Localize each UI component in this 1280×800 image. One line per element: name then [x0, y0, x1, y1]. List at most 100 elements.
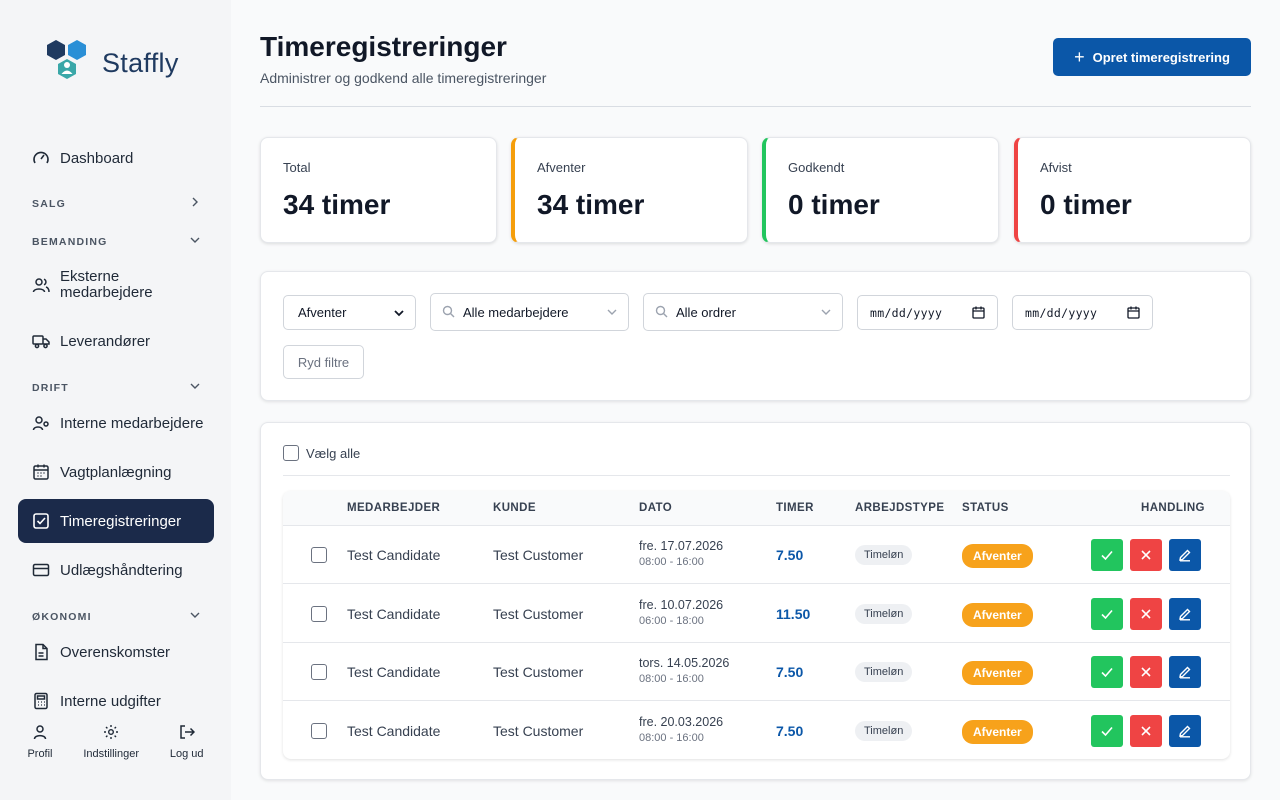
sidebar-item-label: Overenskomster	[60, 643, 171, 661]
sidebar-item-dashboard[interactable]: Dashboard	[18, 136, 214, 180]
order-filter-value: Alle ordrer	[676, 304, 736, 320]
settings-label: Indstillinger	[83, 748, 140, 760]
sidebar-item-udlaegshaandtering[interactable]: Udlægshåndtering	[18, 548, 214, 592]
approve-button[interactable]	[1091, 715, 1123, 747]
table-row[interactable]: Test Candidate Test Customer fre. 17.07.…	[283, 526, 1230, 584]
hours-cell: 7.50	[776, 547, 804, 563]
create-timeregistration-button[interactable]: + Opret timeregistrering	[1053, 38, 1251, 76]
table-row[interactable]: Test Candidate Test Customer fre. 10.07.…	[283, 585, 1230, 643]
customer-cell: Test Customer	[493, 547, 584, 563]
reject-button[interactable]	[1130, 539, 1162, 571]
employee-cell: Test Candidate	[347, 664, 441, 680]
chevron-down-icon	[190, 235, 200, 248]
status-badge: Afventer	[962, 661, 1033, 685]
users-icon	[32, 276, 50, 294]
sidebar-item-label: medarbejdere	[60, 284, 153, 301]
header-divider	[260, 106, 1251, 107]
profile-label: Profil	[27, 748, 53, 760]
sidebar-item-label: Eksterne	[60, 268, 120, 285]
time-range: 08:00 - 16:00	[639, 556, 704, 568]
order-filter-select[interactable]: Alle ordrer	[643, 293, 843, 331]
sidebar-item-interne-medarbejdere[interactable]: Interne medarbejdere	[18, 401, 214, 445]
employee-filter-value: Alle medarbejdere	[463, 304, 569, 320]
status-badge: Afventer	[962, 720, 1033, 744]
date-text: fre. 17.07.2026	[639, 539, 724, 553]
table-row[interactable]: Test Candidate Test Customer fre. 20.03.…	[283, 702, 1230, 759]
pencil-icon	[1179, 608, 1191, 621]
section-salg[interactable]: SALG	[32, 197, 200, 210]
employee-filter-select[interactable]: Alle medarbejdere	[430, 293, 629, 331]
date-from-input[interactable]: mm/dd/yyyy	[857, 295, 998, 330]
reject-button[interactable]	[1130, 598, 1162, 630]
sidebar-item-eksterne-medarbejdere[interactable]: Eksterne medarbejdere	[18, 259, 214, 311]
column-header-hours[interactable]: TIMER	[776, 502, 814, 514]
check-icon	[1101, 667, 1113, 678]
customer-cell: Test Customer	[493, 723, 584, 739]
section-okonomi[interactable]: ØKONOMI	[32, 610, 200, 623]
settings-button[interactable]: Indstillinger	[83, 724, 139, 760]
row-checkbox[interactable]	[311, 723, 327, 739]
brand-logo[interactable]: Staffly	[44, 38, 179, 89]
column-header-employee[interactable]: MEDARBEJDER	[347, 502, 441, 514]
reject-button[interactable]	[1130, 656, 1162, 688]
status-badge: Afventer	[962, 544, 1033, 568]
select-all-label: Vælg alle	[306, 445, 361, 461]
status-badge: Afventer	[962, 603, 1033, 627]
worktype-chip: Timeløn	[855, 721, 913, 741]
search-icon	[655, 305, 668, 321]
column-header-customer[interactable]: KUNDE	[493, 502, 536, 514]
stat-card-afvist: Afvist 0 timer	[1014, 137, 1251, 243]
select-all[interactable]: Vælg alle	[283, 445, 360, 461]
stat-value: 0 timer	[1040, 189, 1132, 220]
column-header-status[interactable]: STATUS	[962, 502, 1009, 514]
status-filter-select[interactable]: Afventer	[283, 295, 416, 330]
edit-button[interactable]	[1169, 715, 1201, 747]
row-checkbox[interactable]	[311, 664, 327, 680]
checkbox-icon	[32, 512, 50, 530]
section-bemanding[interactable]: BEMANDING	[32, 235, 200, 248]
approve-button[interactable]	[1091, 598, 1123, 630]
check-icon	[1101, 550, 1113, 561]
profile-button[interactable]: Profil	[27, 724, 53, 760]
column-header-date[interactable]: DATO	[639, 502, 673, 514]
sidebar-item-vagtplanlaegning[interactable]: Vagtplanlægning	[18, 450, 214, 494]
clear-filters-button[interactable]: Ryd filtre	[283, 345, 364, 379]
sidebar-item-overenskomster[interactable]: Overenskomster	[18, 630, 214, 674]
sidebar-item-interne-udgifter[interactable]: Interne udgifter	[18, 679, 214, 723]
truck-icon	[32, 332, 50, 350]
row-checkbox[interactable]	[311, 547, 327, 563]
close-icon	[1141, 550, 1151, 560]
edit-button[interactable]	[1169, 598, 1201, 630]
approve-button[interactable]	[1091, 539, 1123, 571]
stat-label: Afvist	[1040, 160, 1072, 175]
sidebar-item-timeregistreringer[interactable]: Timeregistreringer	[18, 499, 214, 543]
select-all-checkbox[interactable]	[283, 445, 299, 461]
check-icon	[1101, 609, 1113, 620]
pencil-icon	[1179, 725, 1191, 738]
row-checkbox[interactable]	[311, 606, 327, 622]
staffly-logo-icon	[44, 38, 90, 89]
sidebar-item-label: Timeregistreringer	[60, 512, 182, 530]
hours-cell: 7.50	[776, 664, 804, 680]
calendar-icon[interactable]	[1127, 306, 1140, 322]
edit-button[interactable]	[1169, 539, 1201, 571]
edit-button[interactable]	[1169, 656, 1201, 688]
date-to-input[interactable]: mm/dd/yyyy	[1012, 295, 1153, 330]
time-range: 06:00 - 18:00	[639, 615, 704, 627]
logout-button[interactable]: Log ud	[170, 724, 204, 760]
table-row[interactable]: Test Candidate Test Customer tors. 14.05…	[283, 643, 1230, 701]
chevron-down-icon	[393, 307, 405, 322]
sidebar-item-leverandorer[interactable]: Leverandører	[18, 319, 214, 363]
user-cog-icon	[32, 414, 50, 432]
section-label: BEMANDING	[32, 235, 108, 248]
column-header-action: HANDLING	[1141, 502, 1205, 514]
search-icon	[442, 305, 455, 321]
hours-cell: 11.50	[776, 606, 811, 622]
approve-button[interactable]	[1091, 656, 1123, 688]
column-header-worktype[interactable]: ARBEJDSTYPE	[855, 502, 945, 514]
calendar-icon[interactable]	[972, 306, 985, 322]
section-drift[interactable]: DRIFT	[32, 381, 200, 394]
section-label: DRIFT	[32, 381, 69, 394]
reject-button[interactable]	[1130, 715, 1162, 747]
sidebar: Staffly Dashboard SALG BEMANDING Ekstern…	[0, 0, 231, 800]
